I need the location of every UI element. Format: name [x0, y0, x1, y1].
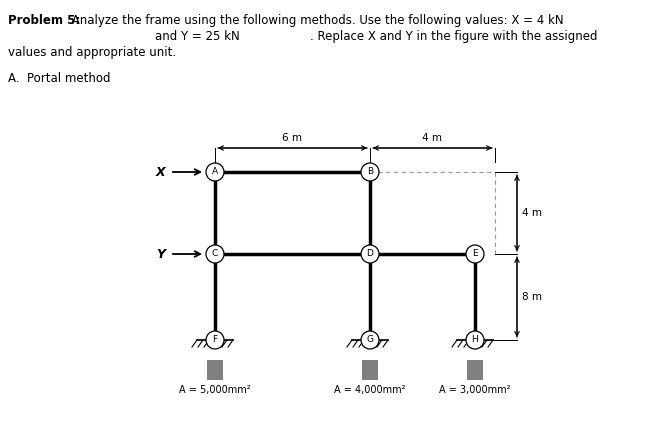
- Text: H: H: [472, 335, 478, 344]
- Text: . Replace X and Y in the figure with the assigned: . Replace X and Y in the figure with the…: [310, 30, 597, 43]
- Text: A = 5,000mm²: A = 5,000mm²: [179, 385, 250, 395]
- Circle shape: [361, 331, 379, 349]
- Text: A.  Portal method: A. Portal method: [8, 72, 110, 85]
- Text: E: E: [472, 249, 478, 259]
- Text: values and appropriate unit.: values and appropriate unit.: [8, 46, 176, 59]
- Text: C: C: [212, 249, 218, 259]
- Text: Y: Y: [156, 247, 165, 260]
- Circle shape: [361, 245, 379, 263]
- Text: G: G: [367, 335, 373, 344]
- Text: F: F: [212, 335, 218, 344]
- Text: A = 4,000mm²: A = 4,000mm²: [334, 385, 405, 395]
- Text: 8 m: 8 m: [522, 292, 542, 302]
- Bar: [362, 360, 378, 380]
- Circle shape: [206, 163, 224, 181]
- Text: B: B: [367, 168, 373, 176]
- Circle shape: [361, 163, 379, 181]
- Text: Analyze the frame using the following methods. Use the following values: X = 4 k: Analyze the frame using the following me…: [68, 14, 564, 27]
- Text: 4 m: 4 m: [522, 208, 542, 218]
- Circle shape: [206, 245, 224, 263]
- Text: A: A: [212, 168, 218, 176]
- Text: 6 m: 6 m: [283, 133, 303, 143]
- Text: X: X: [156, 165, 165, 179]
- Circle shape: [466, 331, 484, 349]
- Bar: [467, 360, 483, 380]
- Text: Problem 5:: Problem 5:: [8, 14, 80, 27]
- Circle shape: [466, 245, 484, 263]
- Circle shape: [206, 331, 224, 349]
- Text: D: D: [367, 249, 373, 259]
- Text: and Y = 25 kN: and Y = 25 kN: [155, 30, 240, 43]
- Bar: [207, 360, 223, 380]
- Text: A = 3,000mm²: A = 3,000mm²: [440, 385, 511, 395]
- Text: 4 m: 4 m: [422, 133, 442, 143]
